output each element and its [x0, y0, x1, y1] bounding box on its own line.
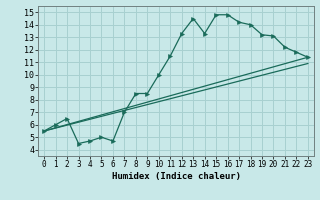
X-axis label: Humidex (Indice chaleur): Humidex (Indice chaleur): [111, 172, 241, 181]
